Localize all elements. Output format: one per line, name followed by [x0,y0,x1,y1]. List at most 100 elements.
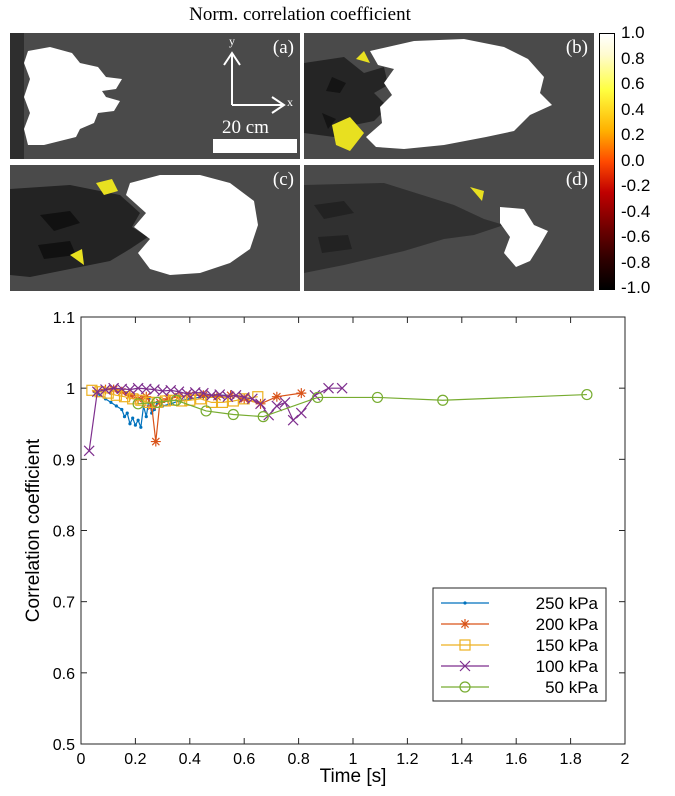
data-point [312,391,324,404]
y-tick-label: 1.1 [53,310,75,327]
flow-shape-b [304,39,552,151]
panel-label-b: (b) [565,37,588,58]
data-point [279,396,291,408]
data-point [125,411,129,415]
data-point [195,393,207,405]
colorbar-tick-label: 0.0 [621,150,645,170]
x-axis-title: Time [s] [320,766,387,787]
data-point [131,416,135,420]
flow-shape-c [10,175,258,277]
data-point [200,405,212,417]
x-tick-label: 1.4 [451,751,473,768]
axis-letter-x: x [287,95,293,109]
data-point [214,389,226,400]
panel-label-c: (c) [272,169,294,190]
data-point [371,391,384,404]
legend-marker [459,639,471,651]
data-point [230,389,242,401]
data-point [135,394,147,406]
data-point [122,415,127,419]
data-point [271,391,282,402]
colorbar-tick-label: 0.8 [621,48,645,68]
x-tick-label: 2 [621,751,630,768]
data-point [336,382,348,394]
data-point [255,398,266,410]
data-point [120,407,124,412]
x-tick-label: 0.8 [287,751,309,768]
series-line-3 [88,387,343,451]
flow-shape-d [304,183,548,273]
data-point [133,423,137,427]
colorbar [599,33,615,290]
correlation-chart: 0 0.2 0.4 0.6 0.8 1 1.2 1.4 1.6 1.8 2 0.5 0.6 0.7 0.8 0… [23,310,630,787]
data-point [246,393,258,405]
legend-marker [459,681,471,693]
data-point [227,408,239,421]
data-point [287,414,299,426]
x-tick-label: 1.6 [505,751,527,768]
x-tick-label: 0.4 [179,751,201,768]
panel-label-a: (a) [272,37,294,58]
scale-bar [213,139,297,153]
x-tick-label: 0.2 [124,751,146,768]
y-axis-title: Correlation coefficient [23,438,44,622]
legend-label: 50 kPa [545,678,598,697]
legend-label: 200 kPa [536,615,599,634]
data-point [128,422,132,426]
data-point [198,390,209,401]
y-tick-label: 0.8 [53,524,75,541]
data-point [170,394,182,406]
legend-marker [459,660,471,672]
legend-marker [463,601,467,605]
data-point [139,425,143,429]
data-point [109,400,113,404]
x-tick-label: 1 [349,751,358,768]
data-point [437,394,449,406]
y-tick-label: 0.9 [53,452,75,469]
data-point [225,390,236,401]
image-panel-b: (b) [304,33,594,159]
data-point [94,386,106,398]
y-tick-label: 0.7 [53,595,75,612]
scale-bar-label: 20 cm [222,117,269,138]
legend-label: 150 kPa [536,636,599,655]
data-point [132,398,144,410]
image-panel-a: (a) y x 20 cm [10,33,300,159]
data-point [323,382,334,394]
figure-title: Norm. correlation coefficient [189,4,411,25]
x-tick-label: 1.8 [559,751,581,768]
y-tick-label: 1 [66,381,75,398]
x-tick-label: 0.6 [233,751,255,768]
image-panel-d: (d) [304,165,594,291]
series-line-4 [138,393,587,418]
data-point [114,404,118,408]
data-point [151,396,163,409]
colorbar-tick-label: -0.8 [621,252,651,272]
image-panel-c: (c) [10,165,300,291]
data-point [295,407,307,419]
y-tick-label: 0.5 [53,737,75,754]
data-point [271,400,283,412]
panel-label-d: (d) [565,169,588,190]
colorbar-tick-label: -1.0 [621,278,651,297]
axis-letter-y: y [229,34,235,48]
data-point [296,388,307,399]
data-point [197,387,209,399]
colorbar-tick-label: 1.0 [621,23,645,42]
x-tick-label: 1.2 [396,751,418,768]
y-tick-label: 0.6 [53,666,75,683]
colorbar-tick-label: 0.2 [621,125,645,144]
colorbar-tick-label: -0.4 [621,201,651,221]
data-point [581,388,593,401]
colorbar-tick-label: 0.4 [621,99,645,119]
colorbar-tick-label: 0.6 [621,74,645,93]
flow-shape-a [10,33,122,159]
colorbar-tick-label: -0.6 [621,227,651,246]
data-point [83,445,95,457]
data-point [86,384,98,396]
data-point [136,418,140,422]
data-point [257,411,269,423]
axes-arrows-icon [223,51,286,114]
legend-label: 250 kPa [536,594,599,613]
colorbar-tick-label: -0.2 [621,176,651,195]
